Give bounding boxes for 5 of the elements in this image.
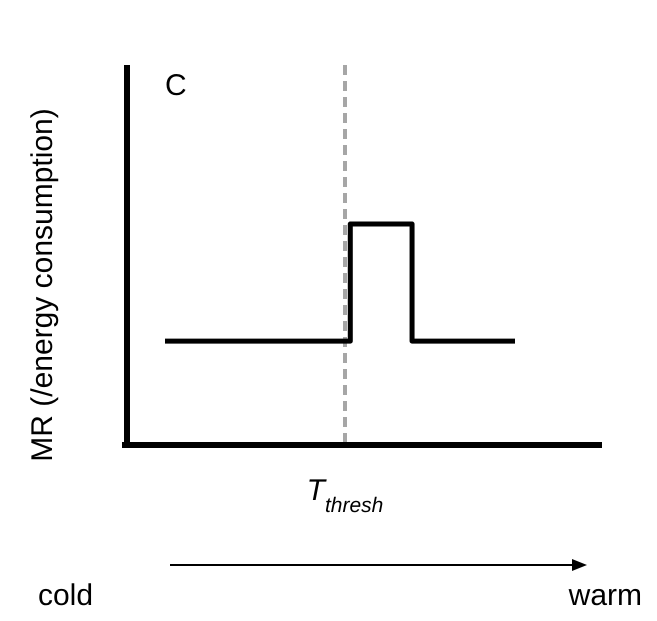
text: cold — [38, 579, 94, 612]
text: C — [165, 69, 187, 102]
y-axis-title: MR (/energy consumption) — [26, 108, 59, 462]
text: warm — [568, 579, 642, 612]
text: T$_{thresh}$ — [306, 474, 384, 516]
